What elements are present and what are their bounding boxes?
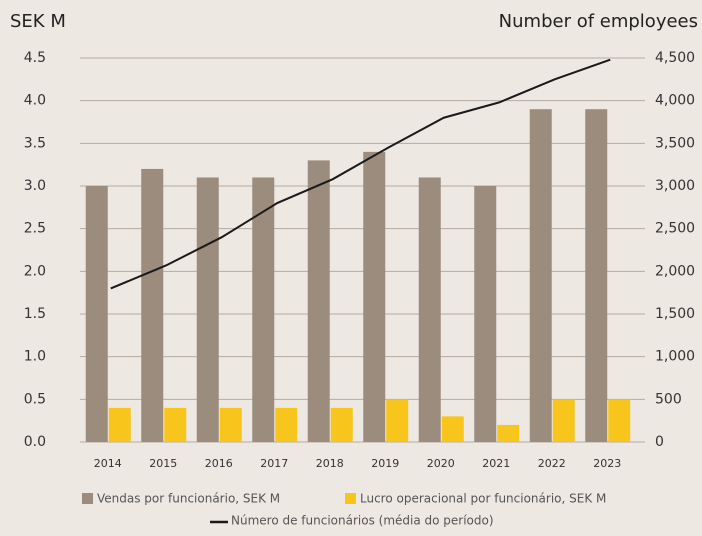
y2-tick-label: 500 — [655, 391, 682, 407]
y2-tick-label: 2,000 — [655, 263, 695, 279]
x-tick-label: 2017 — [260, 457, 288, 470]
y-tick-label: 3.5 — [24, 135, 46, 151]
y2-tick-label: 0 — [655, 434, 664, 450]
x-tick-label: 2023 — [593, 457, 621, 470]
bar — [85, 186, 108, 442]
y-tick-label: 2.5 — [24, 221, 46, 237]
y-tick-label: 1.0 — [24, 349, 46, 365]
bar — [386, 399, 409, 442]
legend-swatch — [82, 493, 93, 504]
bar — [552, 399, 575, 442]
legend-label: Lucro operacional por funcionário, SEK M — [360, 492, 606, 506]
y2-tick-label: 3,500 — [655, 135, 695, 151]
y2-tick-label: 3,000 — [655, 178, 695, 194]
bar — [141, 168, 164, 442]
bar — [418, 177, 441, 442]
bar — [497, 424, 520, 442]
y2-tick-label: 4,500 — [655, 50, 695, 66]
legend-label: Vendas por funcionário, SEK M — [97, 492, 280, 506]
y2-axis-label: Number of employees — [499, 11, 698, 32]
bar — [275, 407, 298, 442]
bar — [252, 177, 275, 442]
bar — [441, 416, 464, 442]
x-tick-label: 2021 — [482, 457, 510, 470]
y2-tick-label: 1,000 — [655, 349, 695, 365]
x-tick-label: 2019 — [371, 457, 399, 470]
x-tick-label: 2016 — [205, 457, 233, 470]
bar — [219, 407, 242, 442]
x-tick-label: 2022 — [538, 457, 566, 470]
bar — [363, 151, 386, 442]
bar — [108, 407, 131, 442]
bar — [164, 407, 187, 442]
legend-swatch — [345, 493, 356, 504]
bar — [474, 186, 497, 442]
x-tick-label: 2015 — [149, 457, 177, 470]
bar — [585, 109, 608, 442]
bar — [196, 177, 219, 442]
y-tick-label: 4.5 — [24, 50, 46, 66]
y2-tick-label: 4,000 — [655, 93, 695, 109]
x-tick-label: 2014 — [94, 457, 122, 470]
bar — [330, 407, 353, 442]
y2-tick-label: 1,500 — [655, 306, 695, 322]
y-tick-label: 4.0 — [24, 93, 46, 109]
y-tick-label: 1.5 — [24, 306, 46, 322]
bar — [608, 399, 631, 442]
y2-tick-label: 2,500 — [655, 221, 695, 237]
y-tick-label: 0.0 — [24, 434, 46, 450]
x-tick-label: 2020 — [427, 457, 455, 470]
y-axis-label: SEK M — [10, 11, 66, 32]
y-tick-label: 0.5 — [24, 391, 46, 407]
y-tick-label: 2.0 — [24, 263, 46, 279]
y-tick-label: 3.0 — [24, 178, 46, 194]
line — [110, 58, 611, 290]
bar — [529, 109, 552, 442]
bar — [307, 160, 330, 442]
legend-label: Número de funcionários (média do período… — [231, 514, 494, 528]
x-tick-label: 2018 — [316, 457, 344, 470]
